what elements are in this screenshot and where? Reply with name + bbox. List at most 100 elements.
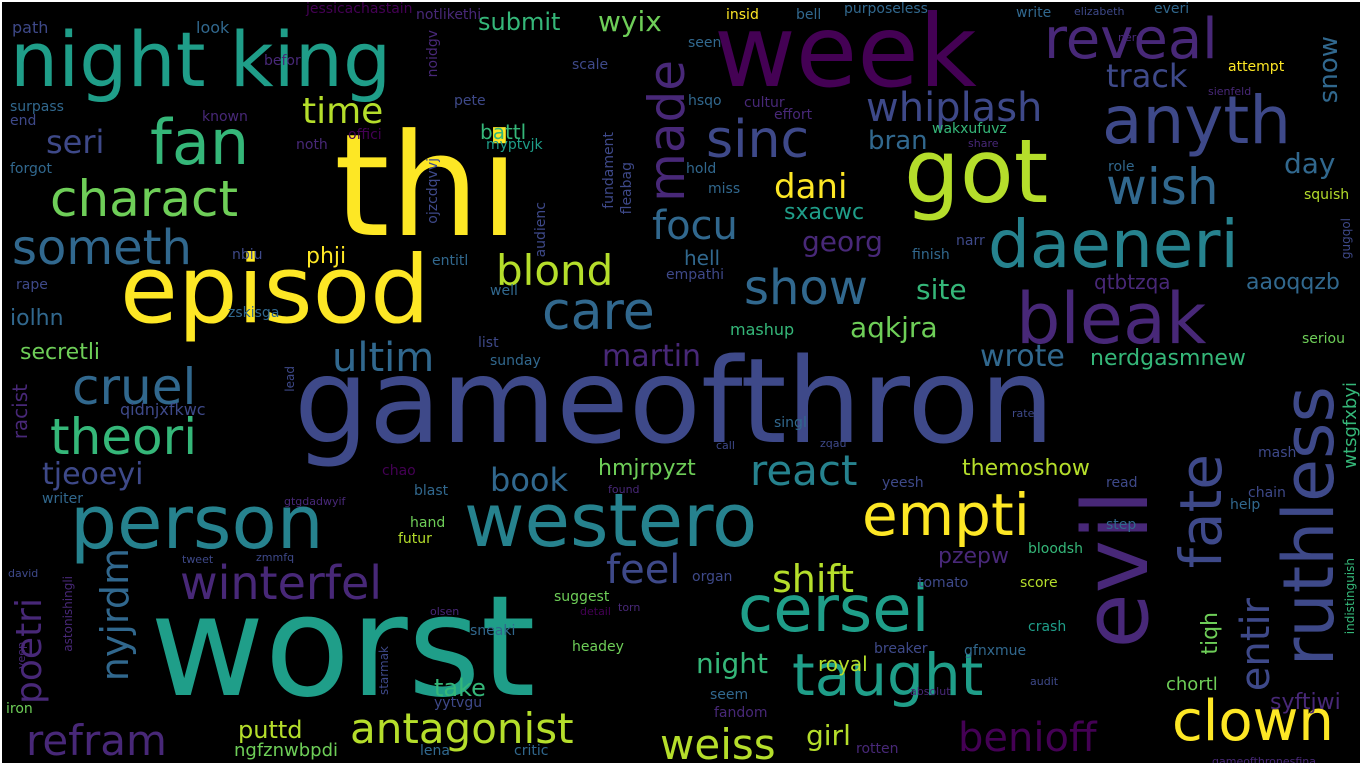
word: whiplash — [866, 85, 1043, 131]
word: audit — [1030, 675, 1059, 688]
word: headey — [572, 639, 624, 655]
word: gtgdadwyif — [284, 495, 346, 508]
word: hmjrpyzt — [598, 456, 696, 481]
word: ngfznwbpdi — [234, 740, 339, 761]
word: yeesh — [882, 475, 924, 491]
word: score — [1020, 575, 1058, 591]
word: rape — [16, 277, 48, 293]
word: surpass — [10, 99, 64, 115]
word: hold — [686, 161, 717, 177]
word: bloodsh — [1028, 541, 1083, 557]
word: indistinguish — [1343, 558, 1357, 635]
word: hell — [684, 246, 721, 270]
word: chain — [1248, 485, 1286, 501]
word: crash — [1028, 619, 1067, 635]
word: gfnxmue — [964, 643, 1027, 659]
word: evil — [1064, 490, 1169, 649]
word: chortl — [1166, 674, 1218, 695]
word: week — [714, 2, 977, 110]
word: miss — [708, 181, 741, 197]
word: tjeoeyi — [42, 457, 144, 492]
word: gameofthron — [294, 332, 1055, 470]
word: ojzcdqvvj — [425, 158, 441, 224]
word: fan — [150, 106, 250, 179]
word: bleak — [1016, 278, 1207, 360]
word: read — [1106, 475, 1138, 491]
word: organ — [692, 569, 733, 585]
word: lead — [283, 366, 297, 392]
word: seri — [46, 123, 105, 161]
word: day — [1284, 147, 1336, 180]
word: royal — [818, 652, 868, 676]
word: wtsgfxbyi — [1340, 382, 1360, 469]
word: clown — [1172, 689, 1334, 754]
word: fleabag — [619, 162, 635, 215]
word: iron — [6, 701, 33, 717]
word: wyix — [598, 5, 662, 38]
word: finish — [912, 247, 950, 263]
word: westero — [464, 478, 758, 564]
word: weiss — [660, 720, 776, 764]
word: bran — [868, 126, 928, 156]
word: futur — [398, 531, 432, 547]
word: themoshow — [962, 456, 1090, 481]
word: site — [916, 273, 967, 306]
word: georg — [802, 225, 883, 258]
word: step — [1106, 517, 1137, 533]
word: submit — [478, 8, 561, 36]
word: sxacwc — [784, 200, 865, 225]
word: cersei — [738, 573, 930, 647]
word: yytvgu — [434, 695, 483, 711]
word: theori — [50, 408, 198, 466]
word: astonishingli — [61, 576, 75, 652]
word: book — [490, 461, 568, 499]
word: end — [10, 113, 37, 129]
word: care — [542, 282, 655, 342]
word: pzepw — [938, 544, 1010, 569]
word: offici — [348, 127, 382, 143]
word: racist — [8, 384, 32, 440]
word: writer — [42, 491, 83, 507]
word: purposeless — [844, 2, 928, 17]
word: sneaki — [470, 623, 516, 639]
word: got — [904, 120, 1049, 223]
word: snow — [1314, 36, 1344, 104]
word: audienc — [533, 202, 549, 258]
word: time — [302, 91, 384, 132]
word: qidnjxfkwc — [120, 400, 206, 419]
word: syftjwi — [1270, 690, 1341, 715]
word: zmmfq — [256, 551, 295, 564]
word: mash — [1258, 445, 1297, 461]
word: narr — [956, 233, 985, 249]
word: cruel — [72, 358, 197, 416]
word: benioff — [958, 715, 1097, 761]
word: nerdgasmnew — [1090, 346, 1246, 371]
word: reveal — [1044, 7, 1218, 72]
word: noth — [296, 137, 328, 153]
word: aaoqqzb — [1246, 270, 1340, 295]
word: blond — [496, 246, 614, 295]
word: show — [744, 260, 869, 316]
word: charact — [50, 170, 239, 228]
word: sunday — [490, 353, 541, 369]
word: pete — [454, 93, 486, 109]
word: sienfeld — [1208, 85, 1252, 98]
word: bell — [796, 7, 822, 23]
word: absolut — [910, 685, 951, 698]
word: call — [716, 439, 735, 452]
word: breaker — [874, 641, 928, 657]
word: aqkjra — [850, 311, 938, 344]
word: suggest — [554, 589, 610, 605]
word: rate — [1012, 407, 1035, 420]
word: fandom — [714, 705, 768, 721]
word: elizabeth — [1074, 5, 1125, 18]
word: shift — [772, 557, 855, 601]
word: starmak — [377, 646, 391, 696]
word: tomato — [918, 575, 969, 591]
word: empathi — [666, 267, 724, 283]
word: detail — [580, 605, 611, 618]
word: seriou — [1302, 331, 1345, 347]
word: scale — [572, 57, 609, 73]
word: nerd — [1118, 31, 1144, 44]
word: take — [434, 674, 486, 702]
